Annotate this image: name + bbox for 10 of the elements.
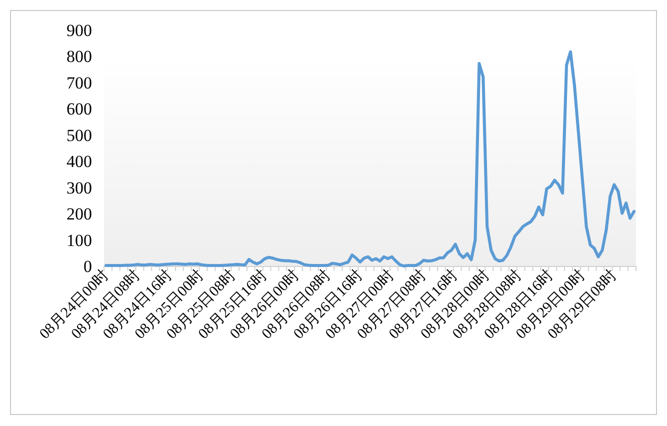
y-tick-label: 500: [66, 126, 92, 145]
y-tick-label: 100: [66, 230, 92, 250]
y-tick-label: 400: [66, 152, 92, 172]
y-tick-label: 200: [66, 204, 92, 224]
y-tick-label: 600: [66, 100, 92, 119]
y-tick-label: 0: [84, 257, 92, 276]
y-tick-label: 800: [66, 47, 92, 66]
y-tick-label: 300: [66, 178, 92, 198]
y-tick-label: 700: [66, 73, 92, 92]
y-tick-label: 900: [66, 21, 92, 40]
